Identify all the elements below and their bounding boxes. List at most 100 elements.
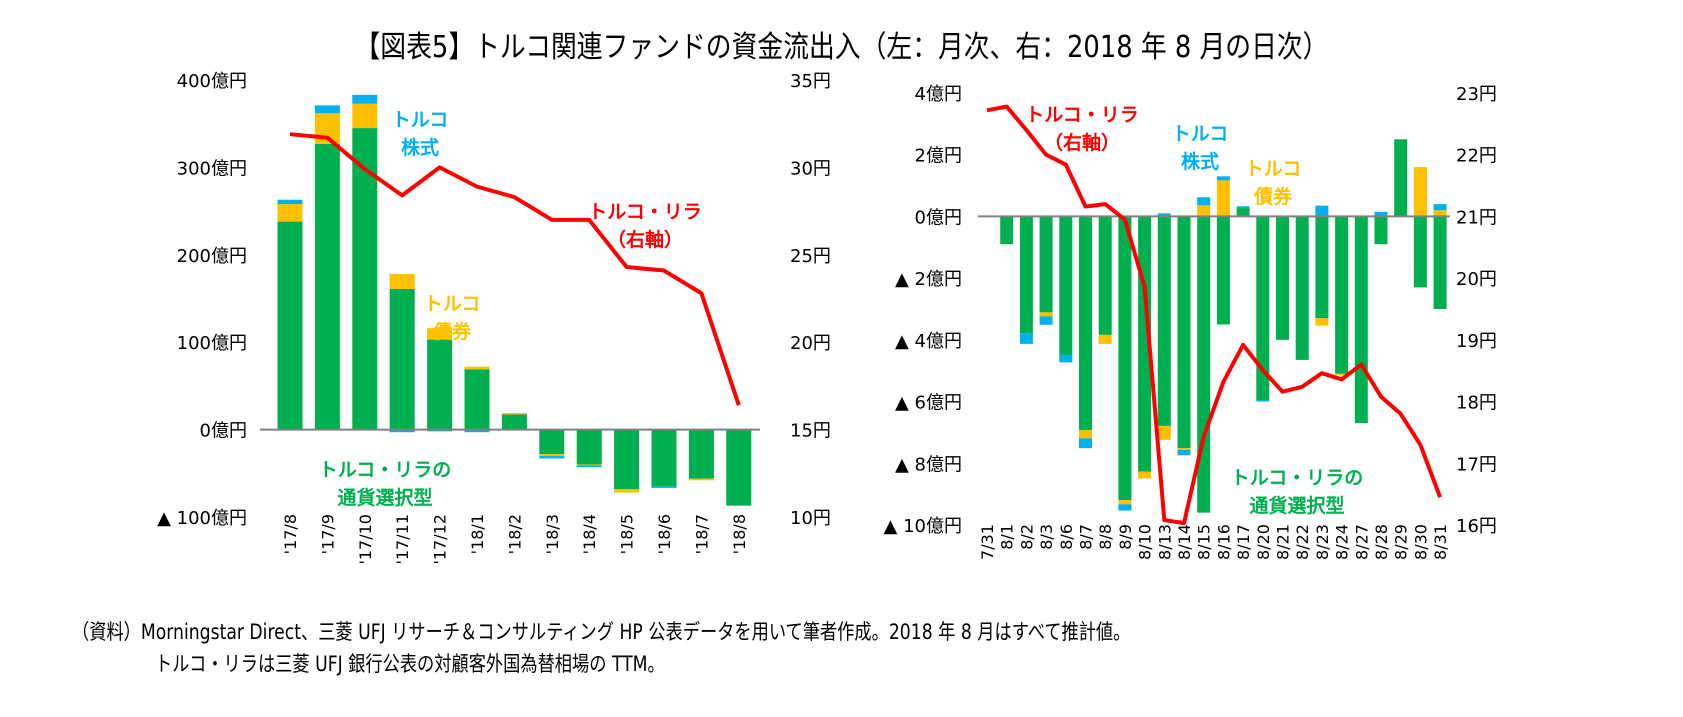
bar-segment <box>688 429 714 479</box>
bar-segment <box>1118 500 1132 505</box>
bar-segment <box>1039 216 1053 313</box>
right-axis-tick-label: 19円 <box>1456 331 1497 352</box>
x-axis-tick-label: '17/11 <box>393 514 412 565</box>
bar-segment <box>1059 354 1073 363</box>
bar-segment <box>1118 216 1132 501</box>
left-axis-tick-label: 300億円 <box>177 158 247 179</box>
right-axis-tick-label: 17円 <box>1456 454 1497 475</box>
lira-line <box>986 104 1442 526</box>
bar-segment <box>1394 139 1408 217</box>
x-axis-tick-label: 8/15 <box>1195 524 1214 560</box>
x-axis-tick-label: 8/13 <box>1155 524 1174 560</box>
bar-segment <box>352 103 378 129</box>
series-annotation: 債券 <box>432 320 472 343</box>
bar-segment <box>726 429 752 506</box>
x-axis-tick-label: '18/2 <box>505 514 524 554</box>
bar-segment <box>389 274 415 289</box>
right-axis-tick-label: 16円 <box>1456 516 1497 537</box>
right-axis-tick-label: 18円 <box>1456 393 1497 414</box>
bar-segment <box>501 413 527 430</box>
bar-segment <box>1138 471 1152 479</box>
bar-segment <box>1098 334 1112 344</box>
bar-segment <box>314 105 340 114</box>
left-axis-tick-label: ▲ 10億円 <box>884 516 962 537</box>
bar-segment <box>1197 197 1211 206</box>
right-axis-tick-label: 15円 <box>790 421 831 442</box>
bar-segment <box>1433 204 1447 211</box>
bar-segment <box>389 429 415 433</box>
series-annotation: トルコ・リラ <box>1025 104 1139 126</box>
bar-segment <box>314 143 340 430</box>
x-axis-tick-label: 8/29 <box>1392 524 1411 560</box>
right-axis-tick-label: 20円 <box>1456 269 1497 290</box>
x-axis-tick-label: 8/28 <box>1372 524 1391 560</box>
bar-segment <box>1059 216 1073 355</box>
series-annotation: トルコ <box>1245 158 1302 180</box>
x-axis-tick-label: '18/4 <box>580 514 599 554</box>
series-annotation: トルコ・リラの <box>1231 467 1364 489</box>
bar-segment <box>1315 216 1329 319</box>
x-axis-tick-label: '18/5 <box>618 514 637 554</box>
left-axis-tick-label: ▲ 4億円 <box>895 331 962 352</box>
bar-segment <box>501 412 527 415</box>
bar-segment <box>1433 210 1447 217</box>
bar-segment <box>1079 216 1092 430</box>
bar-segment <box>1413 167 1427 217</box>
left-axis-tick-label: 200億円 <box>177 246 247 267</box>
right-axis-tick-label: 23円 <box>1456 84 1497 105</box>
bar-segment <box>651 486 677 488</box>
x-axis-tick-label: '17/10 <box>356 514 375 565</box>
left-axis-tick-label: 2億円 <box>915 146 962 167</box>
bar-segment <box>1236 208 1250 217</box>
bar-segment <box>614 429 640 490</box>
source-note-2: トルコ・リラは三菱 UFJ 銀行公表の対顧客外国為替相場の TTM。 <box>155 652 665 676</box>
bar-segment <box>1276 216 1289 340</box>
series-annotation: 通貨選択型 <box>337 486 432 509</box>
bar-segment <box>464 366 490 370</box>
bar-segment <box>1315 318 1329 326</box>
x-axis-tick-label: 8/24 <box>1333 524 1352 560</box>
right-axis-tick-label: 10円 <box>790 508 831 529</box>
x-axis-tick-label: '18/3 <box>543 514 562 554</box>
bar-segment <box>427 328 453 340</box>
bar-segment <box>1177 449 1191 456</box>
bar-segment <box>1019 333 1033 344</box>
bar-segment <box>1000 216 1014 245</box>
bar-segment <box>1118 504 1132 511</box>
right-axis-tick-label: 30円 <box>790 158 831 179</box>
left-axis-tick-label: 0億円 <box>200 421 247 442</box>
x-axis-tick-label: '18/7 <box>692 514 711 554</box>
bar-segment <box>277 199 303 205</box>
x-axis-tick-label: 8/8 <box>1096 524 1115 550</box>
left-axis-tick-label: 100億円 <box>177 333 247 354</box>
series-annotation: 通貨選択型 <box>1249 494 1344 517</box>
series-annotation: トルコ <box>424 293 481 315</box>
bar-segment <box>539 455 565 459</box>
bar-segment <box>389 288 415 430</box>
bar-segment <box>539 429 565 455</box>
x-axis-tick-label: 8/14 <box>1175 524 1194 560</box>
bar-segment <box>1157 216 1171 426</box>
bar-segment <box>1374 211 1388 217</box>
bar-segment <box>1216 216 1230 325</box>
bar-segment <box>1335 373 1349 376</box>
bar-segment <box>614 489 640 493</box>
right-axis-tick-label: 25円 <box>790 246 831 267</box>
bar-segment <box>464 369 490 430</box>
bar-segment <box>651 429 677 487</box>
bar-segment <box>539 454 565 456</box>
x-axis-tick-label: 8/23 <box>1313 524 1332 560</box>
bar-segment <box>576 465 602 468</box>
series-annotation: トルコ <box>1172 123 1229 145</box>
bar-segment <box>1197 216 1211 513</box>
series-annotation: （右軸） <box>1044 131 1120 154</box>
right-axis-tick-label: 22円 <box>1456 146 1497 167</box>
bar-segment <box>1079 438 1092 449</box>
bar-segment <box>1374 216 1388 245</box>
x-axis-tick-label: 8/20 <box>1254 524 1273 560</box>
bar-segment <box>1354 216 1368 424</box>
right-axis-tick-label: 20円 <box>790 333 831 354</box>
right-axis-tick-label: 21円 <box>1456 207 1497 228</box>
chart-panel-1: 400億円 300億円 200億円 100億円 0億円 ▲ 100億円 35円 30円 25円 2… <box>157 71 831 565</box>
